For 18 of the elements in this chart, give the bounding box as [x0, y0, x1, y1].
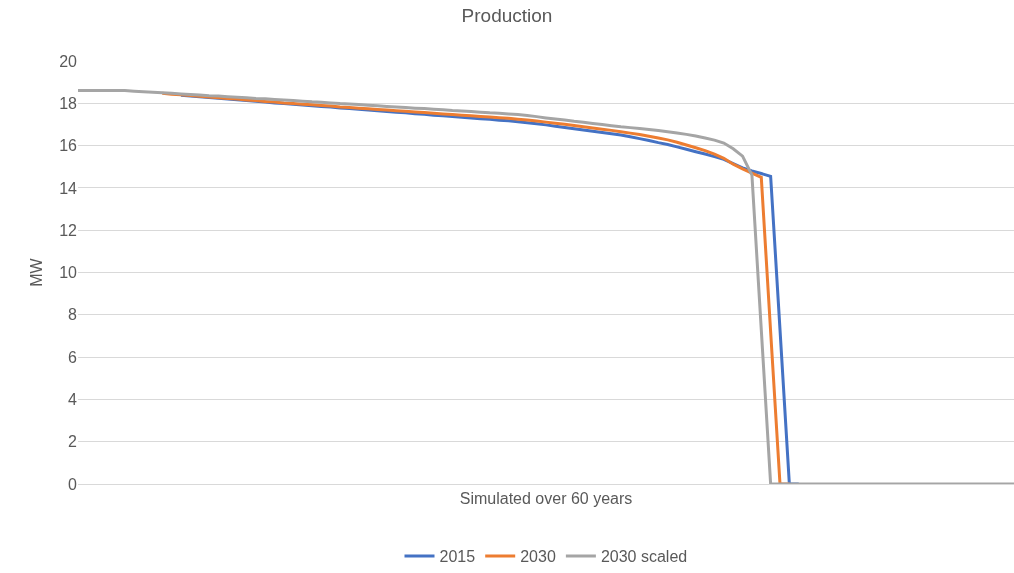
legend-label: 2030 — [520, 548, 556, 566]
y-tick-label: 18 — [59, 94, 78, 112]
y-tick-label: 10 — [59, 264, 78, 282]
line-series — [78, 89, 1014, 484]
chart-title: Production — [461, 4, 553, 26]
y-axis-title: MW — [28, 257, 46, 287]
y-tick-label: 14 — [59, 179, 78, 197]
y-tick-label: 4 — [68, 391, 78, 408]
y-tick-label: 6 — [68, 348, 78, 366]
y-tick-label: 16 — [59, 137, 78, 155]
y-tick-label: 12 — [59, 221, 78, 239]
y-tick-label: 0 — [68, 475, 78, 493]
y-tick-label: 2 — [68, 433, 78, 451]
x-axis-title: Simulated over 60 years — [459, 489, 633, 507]
legend-label: 2030 scaled — [600, 548, 688, 566]
y-tick-label: 8 — [68, 306, 78, 324]
legend-label: 2015 — [439, 548, 476, 566]
y-tick-label: 20 — [59, 52, 78, 70]
